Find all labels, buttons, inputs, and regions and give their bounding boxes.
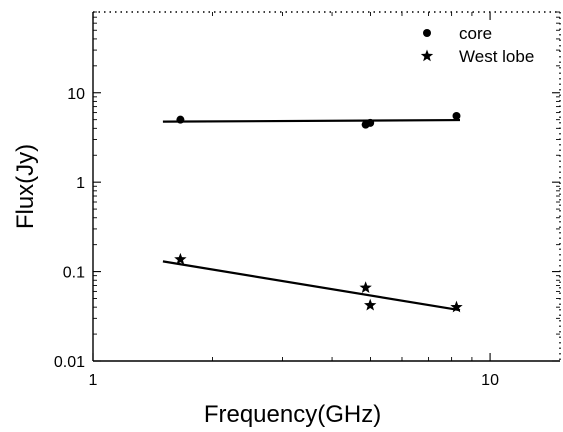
legend-label: West lobe: [459, 47, 534, 66]
x-axis-title: Frequency(GHz): [204, 401, 381, 428]
y-tick-label: 10: [67, 86, 85, 103]
y-tick-label: 0.01: [54, 354, 85, 371]
data-point-star: [364, 298, 377, 311]
y-tick-label: 0.1: [63, 265, 85, 282]
y-axis-title: Flux(Jy): [12, 144, 39, 229]
data-point-star: [174, 252, 187, 265]
x-tick-label: 1: [89, 372, 98, 389]
data-point-circle: [366, 118, 375, 127]
tick-labels: 1 10 0.01 0.1 1 10: [54, 86, 499, 389]
legend-marker-star: [420, 49, 434, 62]
fit-line-1: [162, 118, 461, 123]
data-markers: [174, 111, 463, 313]
fit-lines: [162, 118, 461, 312]
data-point-circle: [452, 111, 461, 120]
y-tick-label: 1: [76, 175, 85, 192]
fit-line-2: [162, 260, 461, 312]
data-point-star: [450, 300, 463, 313]
legend-label: core: [459, 24, 492, 43]
data-point-circle: [176, 115, 185, 124]
x-tick-label: 10: [481, 372, 499, 389]
data-point-star: [359, 281, 372, 293]
axis-ticks: [92, 11, 560, 362]
legend-marker-circle: [423, 29, 431, 37]
legend: core West lobe: [420, 24, 534, 66]
